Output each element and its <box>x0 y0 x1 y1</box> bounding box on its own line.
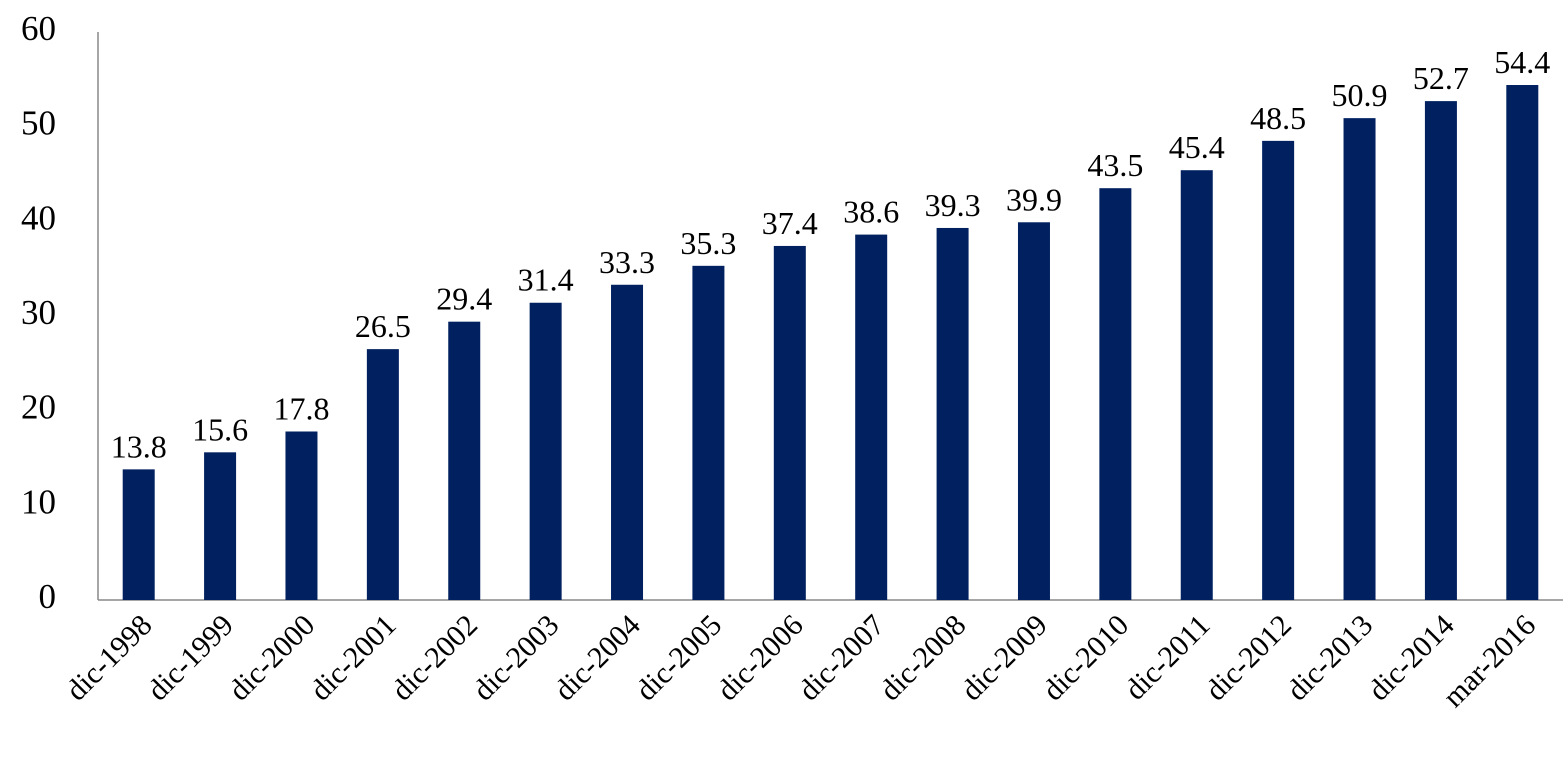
bar <box>1180 170 1213 601</box>
data-label: 35.3 <box>680 225 736 261</box>
x-tick-label: dic-2009 <box>955 608 1054 707</box>
x-tick-label: dic-2013 <box>1281 608 1380 707</box>
x-tick-label: dic-2012 <box>1199 608 1298 707</box>
bar <box>366 349 399 600</box>
bar <box>1262 140 1295 600</box>
data-label: 52.7 <box>1413 60 1469 96</box>
x-tick-label: dic-2007 <box>792 608 891 707</box>
bar <box>122 469 155 600</box>
bar <box>1424 101 1457 601</box>
data-label: 37.4 <box>762 205 818 241</box>
data-label: 43.5 <box>1087 147 1143 183</box>
bar <box>855 234 888 600</box>
data-label: 54.4 <box>1494 44 1550 80</box>
bar <box>1017 222 1050 600</box>
bar <box>1099 188 1132 600</box>
bar <box>692 265 725 600</box>
y-tick-label: 40 <box>21 198 56 237</box>
data-label: 29.4 <box>436 281 492 317</box>
y-tick-label: 50 <box>21 104 56 143</box>
data-label: 39.9 <box>1006 181 1062 217</box>
bar <box>611 284 644 600</box>
data-label: 26.5 <box>355 308 411 344</box>
bar <box>773 245 806 601</box>
data-label: 48.5 <box>1250 100 1306 136</box>
y-tick-label: 60 <box>21 9 56 48</box>
data-label: 13.8 <box>111 428 167 464</box>
data-label: 38.6 <box>843 194 899 230</box>
x-tick-label: dic-2004 <box>548 608 647 707</box>
bar <box>936 227 969 600</box>
bar <box>448 321 481 600</box>
data-label: 17.8 <box>273 390 329 426</box>
x-tick-label: dic-2010 <box>1036 608 1135 707</box>
y-tick-label: 30 <box>21 293 56 332</box>
y-tick-label: 0 <box>39 577 57 616</box>
x-tick-label: dic-2008 <box>874 608 973 707</box>
x-tick-label: dic-2011 <box>1119 608 1217 706</box>
data-label: 33.3 <box>599 244 655 280</box>
x-tick-label: dic-2005 <box>629 608 728 707</box>
x-tick-label: dic-2001 <box>304 608 403 707</box>
bar <box>529 302 562 600</box>
data-label: 39.3 <box>925 187 981 223</box>
y-tick-label: 10 <box>21 482 56 521</box>
x-tick-label: dic-2003 <box>467 608 566 707</box>
bar <box>285 431 318 600</box>
data-label: 45.4 <box>1169 129 1225 165</box>
x-tick-label: dic-2006 <box>711 608 810 707</box>
data-label: 31.4 <box>518 262 574 298</box>
x-tick-label: dic-1998 <box>60 608 159 707</box>
x-tick-label: dic-1999 <box>141 608 240 707</box>
bar <box>1506 85 1539 601</box>
x-tick-label: dic-2002 <box>385 608 484 707</box>
bar <box>1343 118 1376 600</box>
data-label: 50.9 <box>1332 77 1388 113</box>
x-tick-label: dic-2000 <box>223 608 322 707</box>
data-label: 15.6 <box>192 411 248 447</box>
y-tick-label: 20 <box>21 388 56 427</box>
bar <box>204 452 237 600</box>
